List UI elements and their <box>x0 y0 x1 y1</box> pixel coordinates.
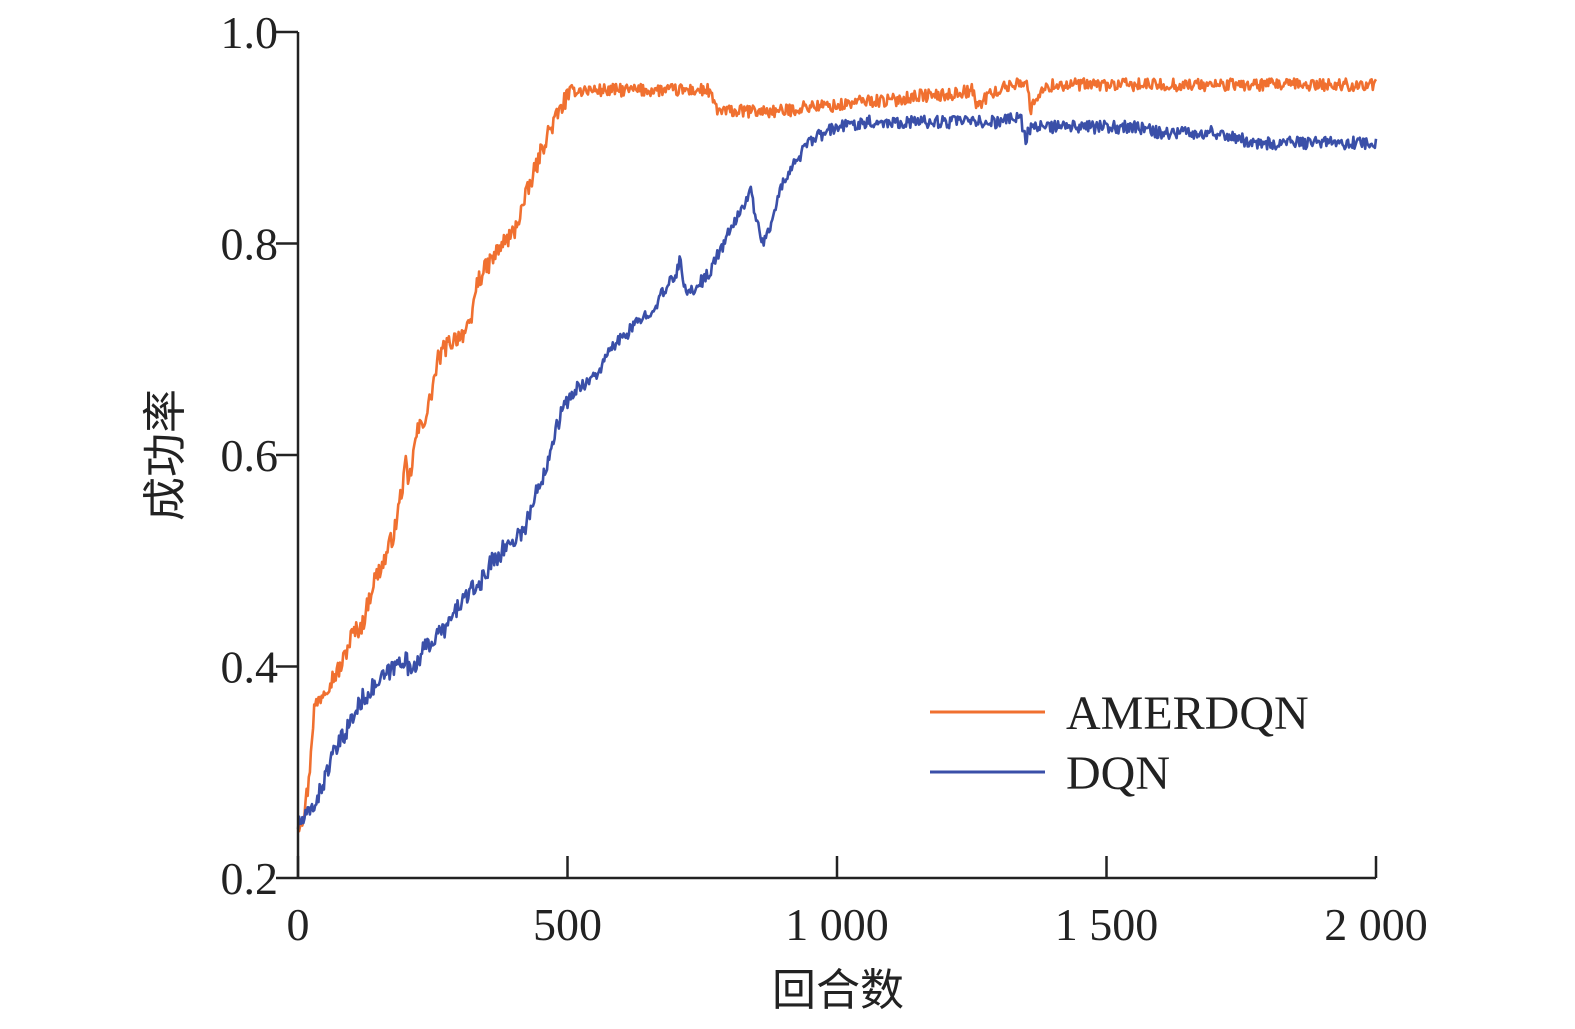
plot-area <box>296 77 1378 833</box>
x-axis-label: 回合数 <box>772 965 904 1016</box>
y-axis-label: 成功率 <box>140 389 191 521</box>
x-tick-label: 500 <box>533 899 602 950</box>
series-line-amerdqn <box>296 77 1378 833</box>
legend-label-dqn: DQN <box>1066 747 1170 800</box>
y-tick-label: 0.8 <box>221 219 279 270</box>
x-tick-label: 1 000 <box>785 899 889 950</box>
x-tick-label: 0 <box>287 899 310 950</box>
series-line-dqn <box>296 111 1378 830</box>
y-tick-label: 0.6 <box>221 430 279 481</box>
axes <box>276 30 1378 880</box>
y-tick-label: 1.0 <box>221 7 279 58</box>
x-tick-label: 2 000 <box>1324 899 1428 950</box>
legend-label-amerdqn: AMERDQN <box>1066 687 1309 740</box>
y-tick-label: 0.4 <box>221 642 279 693</box>
tick-labels: 0.2 0.4 0.6 0.8 1.0 0 500 1 000 1 500 2 000 <box>221 7 1428 950</box>
x-tick-label: 1 500 <box>1055 899 1159 950</box>
legend: AMERDQN DQN <box>930 687 1309 800</box>
y-tick-label: 0.2 <box>221 853 279 904</box>
